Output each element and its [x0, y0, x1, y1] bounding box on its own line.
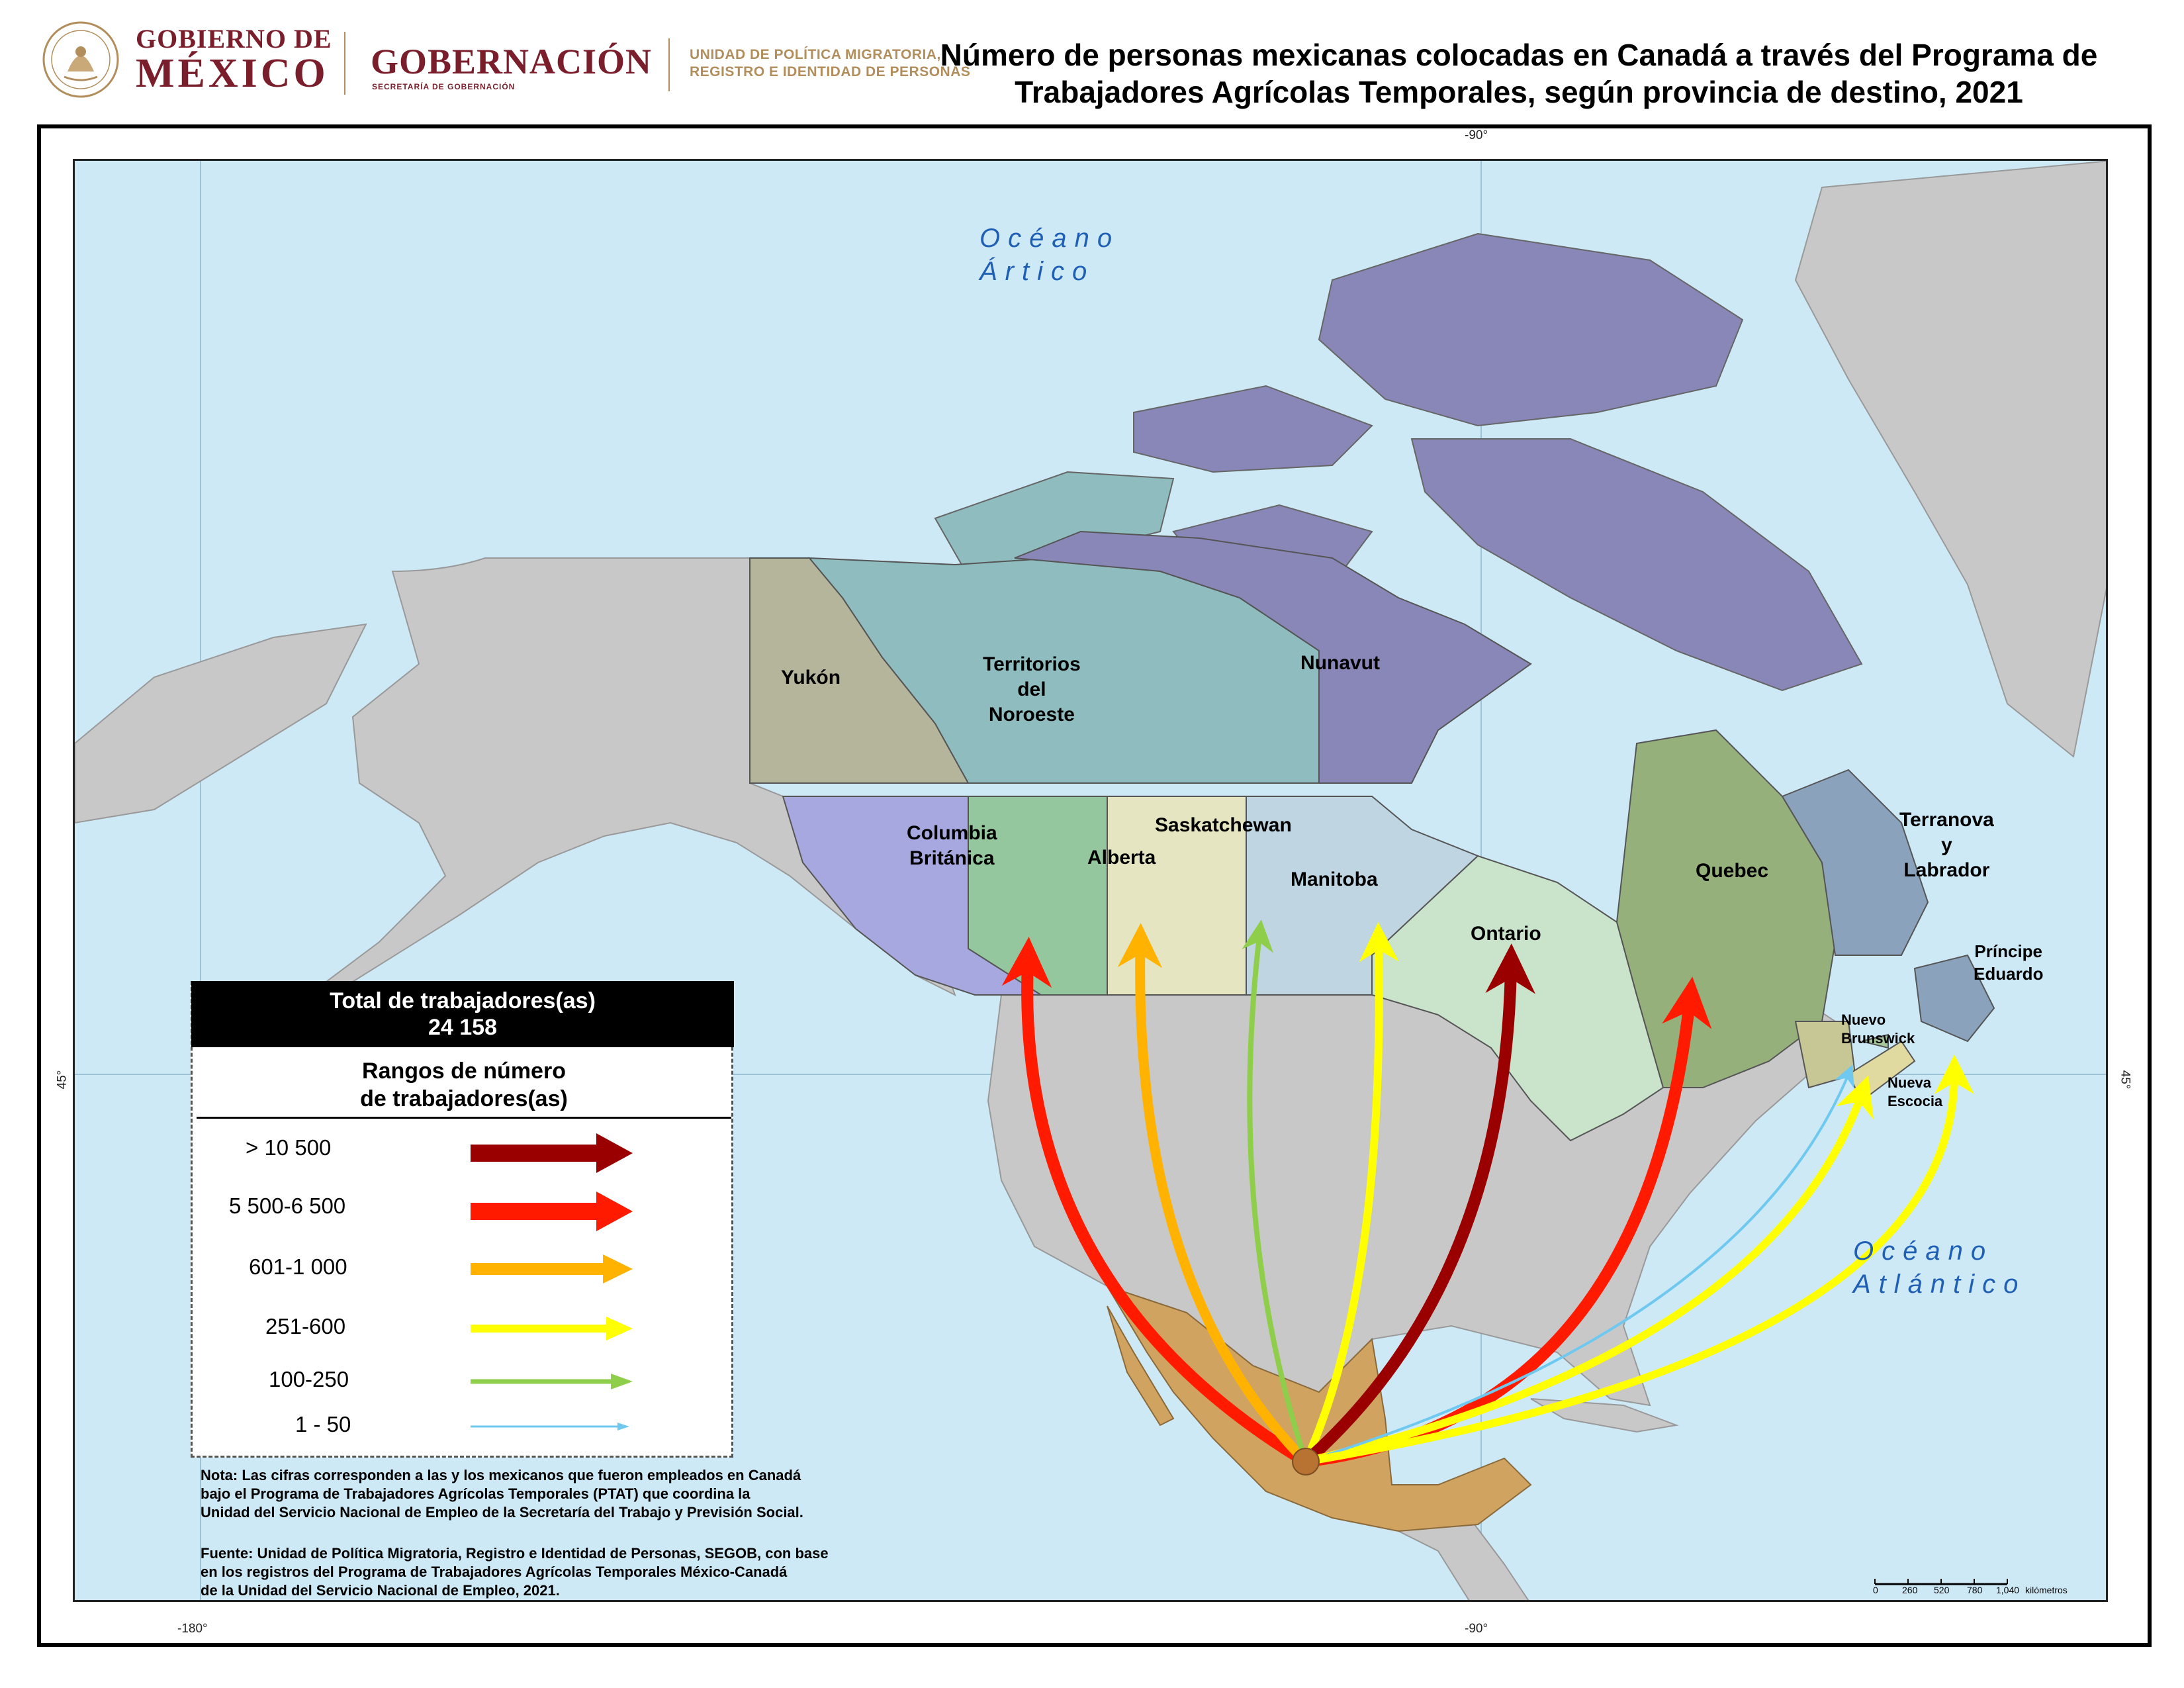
label-quebec: Quebec	[1696, 860, 1769, 882]
note-text: Nota: Las cifras corresponden a las y lo…	[201, 1467, 803, 1521]
legend-arrow-dark-red	[471, 1133, 633, 1173]
legend-item-1-50: 1 - 50	[193, 1407, 735, 1446]
russia-landmass	[75, 623, 367, 824]
gobierno-de-mexico-logo: GOBIERNO DE MÉXICO	[136, 24, 332, 96]
mexico-landmass	[1105, 1285, 1532, 1532]
longitude-label-bottom-left: -180°	[177, 1622, 208, 1636]
origin-point-mexico	[1292, 1448, 1320, 1476]
ellesmere-island	[1318, 232, 1744, 427]
province-newfoundland-labrador	[1781, 769, 1929, 956]
map-title: Número de personas mexicanas colocadas e…	[940, 38, 2098, 109]
arctic-island	[1133, 385, 1373, 473]
secretaria-label: SECRETARÍA DE GOBERNACIÓN	[372, 82, 516, 91]
legend: Total de trabajadores(as) 24 158 Rangos …	[191, 981, 735, 1458]
legend-ranges-title: Rangos de número de trabajadores(as)	[360, 1058, 568, 1111]
legend-arrow-green	[471, 1374, 633, 1389]
scale-bar-labels: 0 260 520 780 1,040 kilómetros	[1873, 1585, 2068, 1595]
label-ontario: Ontario	[1471, 923, 1541, 945]
greenland-landmass	[1794, 161, 2106, 758]
source-text: Fuente: Unidad de Política Migratoria, R…	[201, 1545, 829, 1599]
flow-arrow-nova-scotia	[1305, 1064, 1854, 1463]
legend-arrow-red	[471, 1192, 633, 1231]
flow-arrow-alberta	[1117, 923, 1310, 1466]
baja-california-landmass	[1107, 1305, 1175, 1427]
header-divider	[344, 32, 345, 95]
flow-arrow-saskatchewan	[1242, 919, 1308, 1463]
map-area	[73, 159, 2108, 1602]
label-newfoundland-labrador: Terranova y Labrador	[1899, 809, 1994, 881]
label-atlantic-ocean: Océano Atlántico	[1853, 1237, 2026, 1299]
legend-total: Total de trabajadores(as) 24 158	[191, 981, 734, 1047]
latitude-label-right: 45°	[2118, 1070, 2132, 1090]
flow-arrow-new-brunswick	[1304, 1075, 1874, 1466]
label-prince-edward-island: Príncipe Eduardo	[1974, 941, 2044, 984]
label-northwest-territories: Territorios del Noroeste	[983, 653, 1081, 726]
longitude-label-bottom-right: -90°	[1465, 1622, 1488, 1636]
label-arctic-ocean: Océano Ártico	[979, 224, 1120, 286]
legend-arrow-blue	[471, 1423, 629, 1430]
legend-item-251-600: 251-600	[193, 1309, 735, 1348]
label-new-brunswick: Nuevo Brunswick	[1841, 1011, 1915, 1047]
legend-arrow-yellow	[471, 1317, 633, 1340]
legend-divider	[197, 1117, 731, 1119]
header: GOBIERNO DE MÉXICO GOBERNACIÓN SECRETARÍ…	[0, 0, 2184, 119]
province-ontario	[1371, 855, 1664, 1142]
legend-item-5500-6500: 5 500-6 500	[193, 1188, 735, 1231]
longitude-label-top: -90°	[1465, 128, 1488, 142]
label-manitoba: Manitoba	[1291, 868, 1378, 890]
legend-item-601-1000: 601-1 000	[193, 1249, 735, 1289]
unidad-label: UNIDAD DE POLÍTICA MIGRATORIA, REGISTRO …	[690, 47, 971, 79]
label-saskatchewan: Saskatchewan	[1155, 814, 1292, 836]
label-nunavut: Nunavut	[1300, 652, 1380, 674]
national-emblem-icon	[42, 21, 119, 98]
map-canvas	[75, 161, 2106, 1600]
label-british-columbia: Columbia Británica	[907, 822, 997, 869]
province-prince-edward-island	[1861, 1033, 1889, 1049]
legend-item-100-250: 100-250	[193, 1362, 735, 1401]
baffin-island	[1410, 438, 1863, 692]
flow-arrow-british-columbia	[1001, 937, 1309, 1467]
newfoundland-island	[1913, 954, 1995, 1043]
map-frame	[37, 124, 2152, 1647]
flow-arrow-prince-edward-island	[1305, 1055, 1974, 1466]
flow-arrow-ontario	[1302, 943, 1535, 1466]
legend-item-gt-10500: > 10 500	[193, 1130, 735, 1173]
flow-arrow-manitoba	[1302, 922, 1399, 1464]
gobernacion-logo: GOBERNACIÓN	[371, 42, 653, 81]
label-alberta: Alberta	[1087, 847, 1156, 868]
label-yukon: Yukón	[781, 667, 841, 688]
province-nunavut	[1014, 530, 1532, 784]
latitude-label-left: 45°	[55, 1070, 69, 1090]
scale-bar	[1874, 1579, 2008, 1585]
legend-arrow-orange	[471, 1254, 633, 1284]
header-divider	[668, 38, 670, 91]
label-nova-scotia: Nueva Escocia	[1888, 1074, 1943, 1109]
